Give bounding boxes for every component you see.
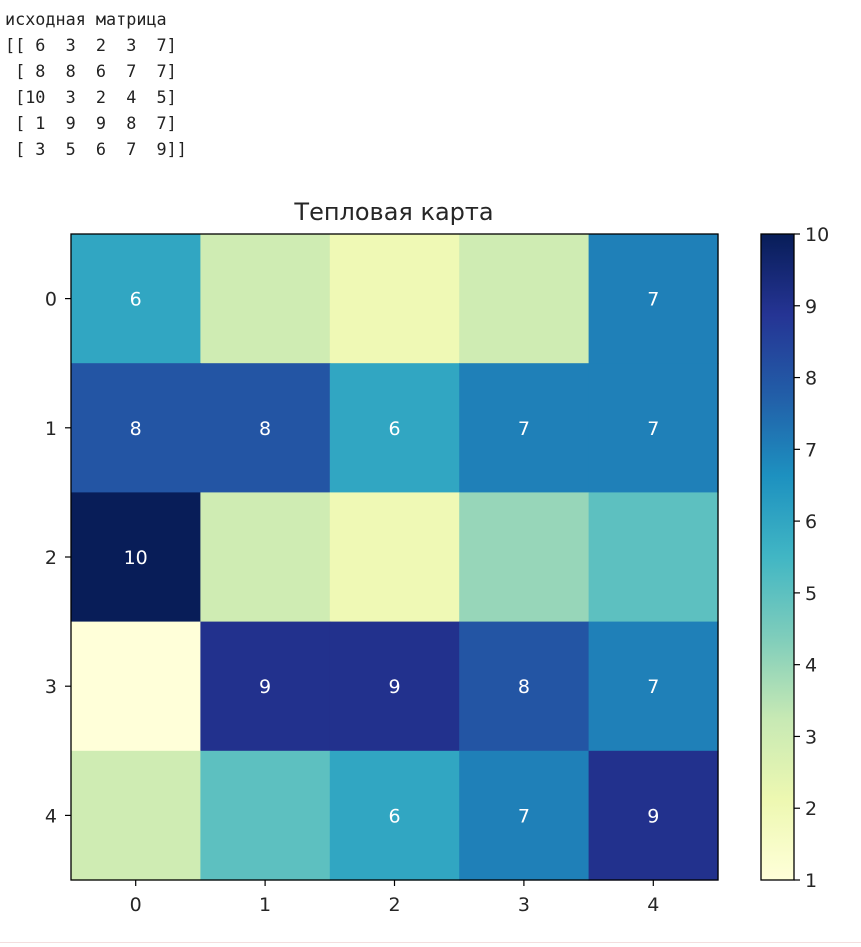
cell-value-label: 6 <box>130 289 142 311</box>
matrix-line: [ 8 8 6 7 7] <box>5 61 177 81</box>
heatmap-cell-r2-c0 <box>71 492 201 623</box>
heatmap-cell-r0-c4 <box>588 234 719 364</box>
colorbar-tick-label: 1 <box>805 870 817 892</box>
cell-value-label: 8 <box>130 418 142 440</box>
heatmap-cell-r3-c2 <box>329 621 460 752</box>
heatmap-cell-r4-c4 <box>588 750 719 881</box>
colorbar-tick-label: 6 <box>805 511 817 533</box>
heatmap-cell-r2-c4 <box>588 492 719 623</box>
heatmap-cell-r1-c0 <box>71 363 201 493</box>
heatmap-cell-r1-c1 <box>200 363 331 493</box>
colorbar-tick-label: 8 <box>805 368 817 390</box>
heatmap-cell-r4-c2 <box>329 750 460 881</box>
heatmap-cell-r3-c4 <box>588 621 719 752</box>
colorbar-tick-label: 9 <box>805 296 817 318</box>
y-tick-label: 2 <box>45 547 57 569</box>
heatmap-cell-r4-c1 <box>200 750 331 881</box>
x-tick-label: 2 <box>388 894 400 916</box>
y-tick-label: 4 <box>45 805 57 827</box>
heatmap-cell-r2-c3 <box>459 492 590 623</box>
cell-value-label: 9 <box>647 805 659 827</box>
cell-value-label: 6 <box>388 418 400 440</box>
x-tick-label: 1 <box>259 894 271 916</box>
heatmap-cell-r1-c2 <box>329 363 460 493</box>
chart-title: Тепловая карта <box>293 198 493 226</box>
cell-value-label: 7 <box>518 418 530 440</box>
y-tick-label: 1 <box>45 418 57 440</box>
heatmap-cell-r2-c1 <box>200 492 331 623</box>
matrix-line: [10 3 2 4 5] <box>5 87 177 107</box>
heatmap-cell-r0-c0 <box>71 234 201 364</box>
colorbar <box>760 233 795 881</box>
colorbar-tick-label: 7 <box>805 439 817 461</box>
colorbar-tick-label: 4 <box>805 655 817 677</box>
colorbar-axis: 1 2 3 4 5 6 7 8 9 10 <box>794 224 829 892</box>
heatmap-annotations: 6 7 8 8 6 7 7 10 9 9 8 7 6 7 9 <box>124 289 660 828</box>
heatmap-cell-r4-c0 <box>71 750 201 881</box>
cell-value-label: 9 <box>388 676 400 698</box>
cell-value-label: 8 <box>259 418 271 440</box>
heatmap-cell-r0-c1 <box>200 234 331 364</box>
colorbar-tick-label: 10 <box>805 224 829 246</box>
matrix-line: [ 3 5 6 7 9]] <box>5 139 187 159</box>
x-tick-label: 4 <box>647 894 659 916</box>
heatmap-cells <box>71 234 719 881</box>
cell-value-label: 6 <box>388 805 400 827</box>
heatmap-cell-r3-c3 <box>459 621 590 752</box>
matrix-line: [[ 6 3 2 3 7] <box>5 35 177 55</box>
colorbar-tick-label: 2 <box>805 798 817 820</box>
heatmap-cell-r3-c0 <box>71 621 201 752</box>
cell-value-label: 8 <box>518 676 530 698</box>
cell-value-label: 7 <box>647 676 659 698</box>
cell-value-label: 7 <box>518 805 530 827</box>
y-axis: 0 1 2 3 4 <box>45 289 71 827</box>
output-divider <box>0 942 861 943</box>
cell-value-label: 9 <box>259 676 271 698</box>
heatmap-cell-r2-c2 <box>329 492 460 623</box>
console-output: исходная матрица [[ 6 3 2 3 7] [ 8 8 6 7… <box>5 6 187 162</box>
y-tick-label: 3 <box>45 676 57 698</box>
matrix-line: [ 1 9 9 8 7] <box>5 113 177 133</box>
colorbar-tick-label: 5 <box>805 583 817 605</box>
heatmap-cell-r1-c3 <box>459 363 590 493</box>
colorbar-tick-label: 3 <box>805 726 817 748</box>
cell-value-label: 7 <box>647 289 659 311</box>
cell-value-label: 7 <box>647 418 659 440</box>
heatmap-cell-r4-c3 <box>459 750 590 881</box>
heatmap-cell-r0-c2 <box>329 234 460 364</box>
heatmap-cell-r0-c3 <box>459 234 590 364</box>
output-label: исходная матрица <box>5 9 167 29</box>
cell-value-label: 10 <box>124 547 148 569</box>
x-tick-label: 0 <box>130 894 142 916</box>
x-axis: 0 1 2 3 4 <box>130 880 659 916</box>
y-tick-label: 0 <box>45 289 57 311</box>
x-tick-label: 3 <box>518 894 530 916</box>
heatmap-cell-r3-c1 <box>200 621 331 752</box>
heatmap-cell-r1-c4 <box>588 363 719 493</box>
